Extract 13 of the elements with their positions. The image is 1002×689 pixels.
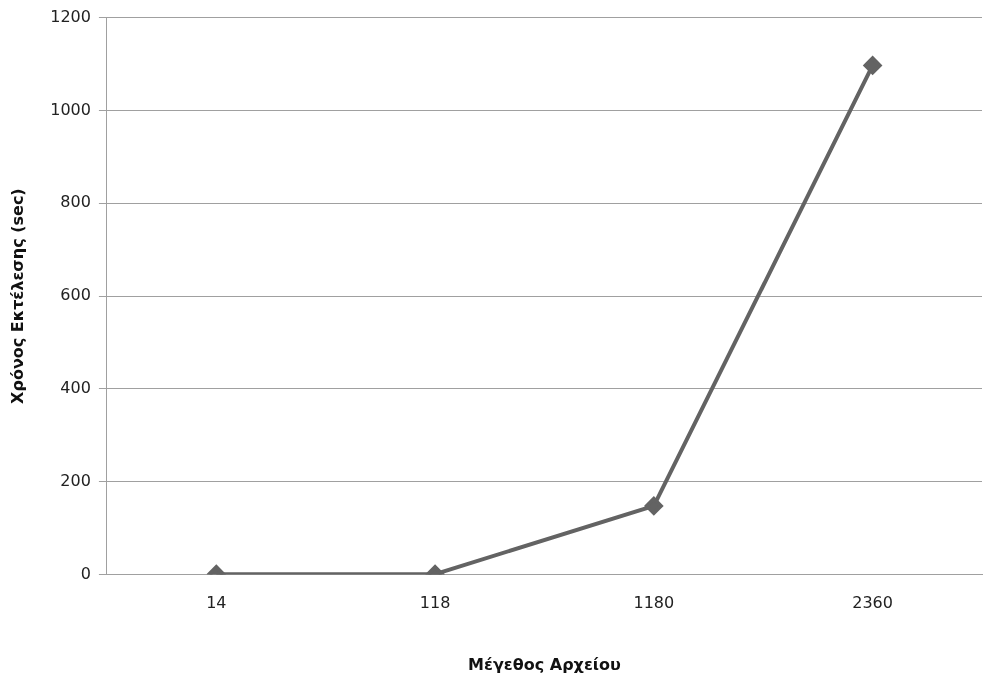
y-tick-label: 600 xyxy=(60,285,91,305)
y-tick-label: 800 xyxy=(60,192,91,212)
y-tick-label: 1000 xyxy=(50,99,91,119)
x-tick-label: 118 xyxy=(419,593,451,613)
x-tick-label: 14 xyxy=(206,593,227,613)
x-tick-label: 1180 xyxy=(633,593,675,613)
y-tick-label: 200 xyxy=(60,470,91,490)
y-tick-label: 400 xyxy=(60,378,91,398)
y-tick-label: 0 xyxy=(80,563,91,583)
x-axis-title: Μέγεθος Αρχείου xyxy=(468,654,622,674)
y-axis-title: Χρόνος Εκτέλεσης (sec) xyxy=(7,188,27,404)
y-tick-label: 1200 xyxy=(50,6,91,26)
x-tick-label: 2360 xyxy=(852,593,893,613)
